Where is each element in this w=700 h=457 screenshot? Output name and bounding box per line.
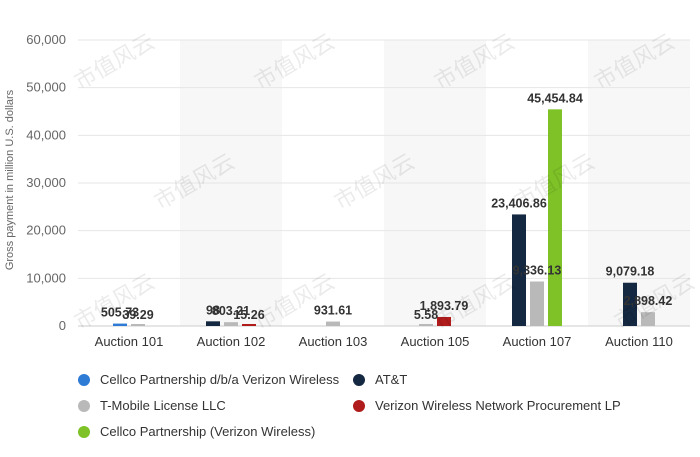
x-tick-label: Auction 105 [401, 334, 470, 349]
legend-label: AT&T [375, 372, 408, 387]
y-tick-label: 20,000 [26, 223, 66, 238]
watermark-text: 市值风云 [71, 30, 160, 96]
bar [326, 321, 340, 326]
y-tick-label: 10,000 [26, 270, 66, 285]
gridlines [78, 39, 690, 327]
y-tick-label: 0 [59, 318, 66, 333]
y-axis-label: Gross payment in million U.S. dollars [4, 89, 16, 270]
data-label: 1,893.79 [420, 299, 469, 313]
bar [641, 312, 655, 326]
x-tick-label: Auction 102 [197, 334, 266, 349]
data-label: 39.29 [122, 308, 153, 322]
y-axis-ticks: 0 10,000 20,000 30,000 40,000 50,000 60,000 [26, 32, 66, 333]
data-label: 98 [206, 303, 220, 317]
y-tick-label: 30,000 [26, 175, 66, 190]
x-tick-label: Auction 107 [503, 334, 572, 349]
legend-item[interactable]: AT&T [353, 372, 407, 387]
bar [206, 321, 220, 326]
legend-item[interactable]: Verizon Wireless Network Procurement LP [353, 398, 621, 413]
bar [512, 214, 526, 326]
bar [242, 324, 256, 326]
x-tick-label: Auction 110 [605, 334, 673, 349]
bar [548, 109, 562, 326]
data-label: 9,079.18 [606, 265, 655, 279]
bar [113, 323, 127, 326]
legend-dot-icon [78, 425, 90, 438]
data-label: 2,898.42 [624, 294, 673, 308]
legend-label: Verizon Wireless Network Procurement LP [375, 398, 621, 413]
bar [437, 316, 451, 326]
x-tick-label: Auction 103 [299, 334, 368, 349]
bar [419, 324, 433, 326]
legend-item[interactable]: T-Mobile License LLC [78, 398, 226, 413]
legend-label: Cellco Partnership d/b/a Verizon Wireles… [100, 372, 340, 387]
legend-item[interactable]: Cellco Partnership d/b/a Verizon Wireles… [78, 372, 339, 387]
data-label: 5.58 [414, 308, 438, 322]
data-label: 15.26 [233, 308, 264, 322]
data-label: 931.61 [314, 304, 352, 318]
data-label: 9,336.13 [513, 263, 562, 277]
bar [224, 322, 238, 326]
legend-dot-icon [78, 373, 90, 386]
x-tick-label: Auction 101 [95, 334, 164, 349]
bar-chart: 0 10,000 20,000 30,000 40,000 50,000 60,000 50… [4, 30, 699, 349]
legend-dot-icon [353, 373, 365, 386]
y-tick-label: 50,000 [26, 80, 66, 95]
legend-item[interactable]: Cellco Partnership (Verizon Wireless) [78, 424, 315, 439]
data-label: 45,454.84 [527, 91, 583, 105]
bar [131, 324, 145, 326]
legend-label: Cellco Partnership (Verizon Wireless) [100, 424, 316, 439]
x-axis-categories: Auction 101 Auction 102 Auction 103 Auction… [95, 334, 673, 349]
y-tick-label: 40,000 [26, 127, 66, 142]
y-tick-label: 60,000 [26, 32, 66, 47]
legend-dot-icon [78, 399, 90, 412]
data-label: 803.21 [212, 304, 250, 318]
legend-dot-icon [353, 399, 365, 412]
bar [530, 281, 544, 326]
bars [113, 109, 655, 326]
bar [623, 282, 637, 326]
legend-label: T-Mobile License LLC [100, 398, 226, 413]
data-label: 23,406.86 [491, 196, 547, 210]
data-label: 505.73 [101, 306, 139, 320]
